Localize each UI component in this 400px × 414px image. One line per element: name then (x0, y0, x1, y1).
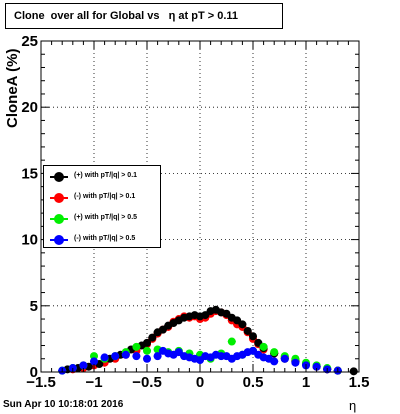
data-point (259, 342, 268, 351)
legend-item: (+) with pT/|q| > 0.5 (44, 211, 160, 227)
data-point (143, 346, 151, 355)
data-point (243, 326, 252, 335)
data-point (312, 362, 321, 371)
x-tick-label: −1.5 (26, 374, 56, 391)
x-tick-label: −1 (85, 374, 102, 391)
data-point (249, 332, 257, 341)
y-axis-label-box: CloneA (%) (2, 49, 22, 148)
data-point (90, 357, 98, 366)
data-point (132, 342, 141, 351)
data-point (291, 358, 300, 367)
data-point (148, 333, 157, 342)
legend-label: (+) with pT/|q| > 0.5 (74, 214, 138, 221)
chart-title: Clone over all for Global vs η at pT > 0… (5, 3, 283, 29)
data-points (58, 305, 358, 376)
x-tick-label: 1 (302, 374, 310, 391)
legend-marker (54, 235, 64, 245)
data-point (143, 354, 151, 363)
data-point (280, 354, 289, 363)
data-point (349, 367, 358, 376)
x-tick-label: 0.5 (243, 374, 264, 391)
y-tick-label: 20 (21, 99, 38, 116)
data-point (270, 357, 279, 366)
timestamp-footer: Sun Apr 10 10:18:01 2016 (3, 399, 124, 410)
legend-marker (54, 214, 64, 224)
legend-label: (-) with pT/|q| > 0.5 (74, 235, 136, 242)
tick-labels: −1.5 −1 −0.5 0 0.5 1 1.5 0 5 10 15 20 25 (21, 33, 369, 391)
y-tick-label: 10 (21, 232, 38, 249)
data-point (100, 353, 109, 362)
y-tick-label: 25 (21, 33, 38, 50)
legend-marker (54, 172, 64, 182)
data-point (153, 352, 162, 361)
data-point (227, 337, 236, 346)
legend-label: (+) with pT/|q| > 0.1 (74, 172, 138, 179)
legend-marker (54, 193, 64, 203)
legend-label: (-) with pT/|q| > 0.1 (74, 193, 136, 200)
x-axis-label: η (349, 398, 357, 413)
legend-item: (-) with pT/|q| > 0.1 (44, 190, 160, 206)
data-point (121, 350, 130, 359)
legend-item: (+) with pT/|q| > 0.1 (44, 169, 160, 185)
legend-item: (-) with pT/|q| > 0.5 (44, 232, 160, 248)
data-point (79, 361, 88, 370)
x-tick-label: 0 (196, 374, 204, 391)
data-point (238, 320, 247, 329)
y-tick-label: 15 (21, 165, 38, 182)
x-tick-label: 1.5 (349, 374, 370, 391)
y-tick-label: 5 (30, 298, 38, 315)
data-point (270, 348, 279, 357)
data-point (132, 352, 141, 361)
legend: (+) with pT/|q| > 0.1 (-) with pT/|q| > … (43, 165, 161, 248)
x-tick-label: −0.5 (132, 374, 162, 391)
axis-ticks (40, 40, 360, 373)
data-point (143, 338, 151, 347)
y-tick-label: 0 (30, 364, 38, 381)
data-point (111, 352, 120, 361)
y-axis-label: CloneA (%) (4, 48, 21, 128)
